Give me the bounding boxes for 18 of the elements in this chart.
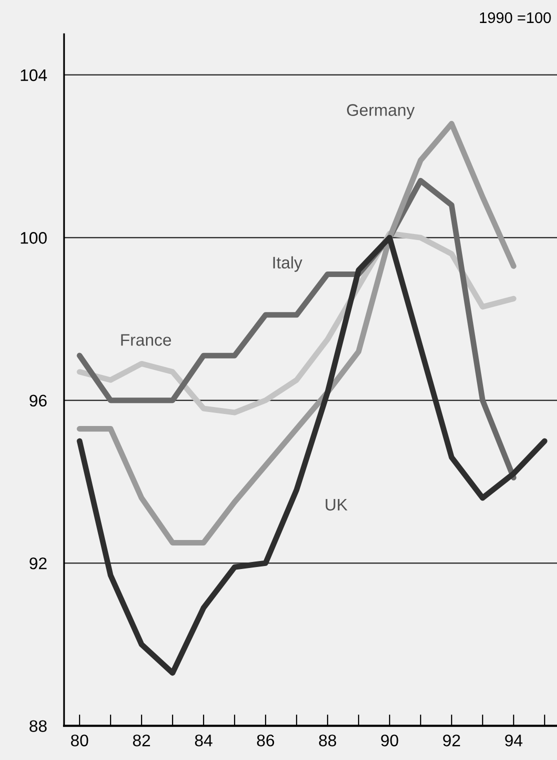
y-tick-label: 92 bbox=[30, 557, 47, 570]
series-label: Italy bbox=[273, 256, 302, 272]
series-label: Germany bbox=[347, 104, 415, 120]
x-tick-label: 84 bbox=[195, 734, 212, 746]
x-tick-label: 86 bbox=[257, 734, 274, 746]
x-tick-label: 80 bbox=[71, 734, 88, 746]
y-tick-label: 100 bbox=[20, 232, 47, 244]
series-label: UK bbox=[326, 498, 348, 511]
x-tick-label: 90 bbox=[381, 734, 398, 746]
x-tick-label: 88 bbox=[319, 734, 336, 746]
x-tick-label: 92 bbox=[443, 734, 460, 746]
y-tick-label: 96 bbox=[30, 394, 47, 407]
x-tick-label: 94 bbox=[505, 734, 522, 746]
x-tick-label: 82 bbox=[133, 734, 150, 746]
y-tick-label: 88 bbox=[30, 720, 47, 732]
series-label: France bbox=[121, 334, 171, 346]
y-tick-label: 104 bbox=[20, 69, 47, 82]
text: 1990 =100 bbox=[480, 12, 551, 24]
